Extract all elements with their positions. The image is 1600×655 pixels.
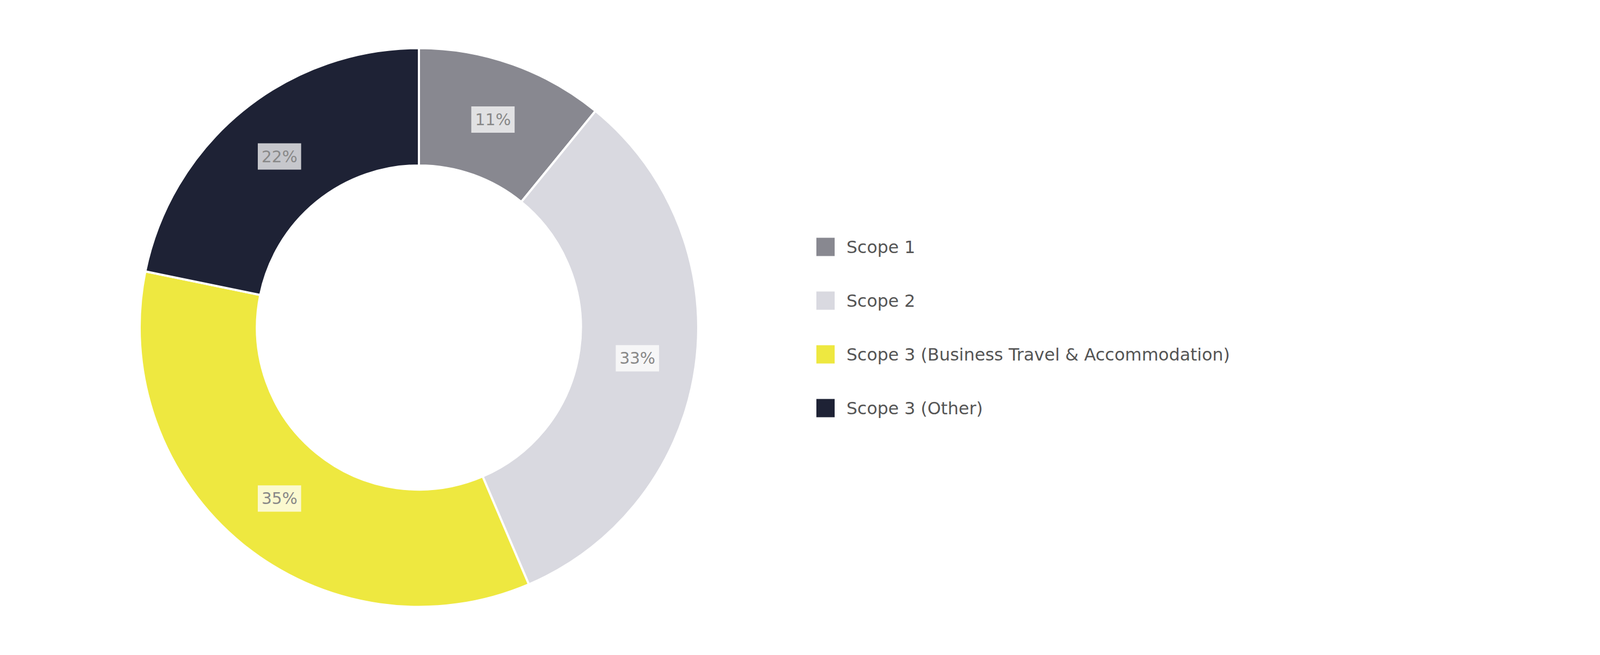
legend-swatch <box>816 345 835 364</box>
data-label: 35% <box>261 488 298 508</box>
data-label-box <box>615 344 660 372</box>
legend-label: Scope 2 <box>846 290 916 311</box>
legend-label: Scope 3 (Business Travel & Accommodation… <box>846 344 1230 365</box>
data-label: 11% <box>474 110 511 129</box>
data-label-box <box>257 484 302 512</box>
data-label-group: 22% <box>257 143 302 170</box>
data-label: 33% <box>619 348 656 368</box>
chart-container: 11% 33% 35% 22% Scope 1 Scope 2 Scope 3 (Busin… <box>0 0 1600 655</box>
slice <box>145 47 419 295</box>
slices <box>139 47 699 607</box>
data-label-group: 33% <box>615 344 660 372</box>
legend-swatch <box>816 291 835 310</box>
chart-svg: 11% 33% 35% 22% Scope 1 Scope 2 Scope 3 (Busin… <box>0 0 1600 655</box>
data-label-group: 35% <box>257 484 302 512</box>
data-label-box <box>257 143 302 170</box>
slice <box>482 111 699 585</box>
data-label: 22% <box>261 147 298 166</box>
background <box>0 0 1600 655</box>
legend-label: Scope 3 (Other) <box>846 397 983 419</box>
legend: Scope 1 Scope 2 Scope 3 (Business Travel &… <box>816 236 1230 419</box>
data-labels: 11% 33% 35% 22% <box>257 106 660 512</box>
data-label-group: 11% <box>471 106 515 133</box>
legend-swatch <box>816 237 835 257</box>
legend-swatch <box>816 399 835 418</box>
slice <box>139 271 530 607</box>
data-label-box <box>471 106 515 133</box>
legend-label: Scope 1 <box>846 236 916 258</box>
